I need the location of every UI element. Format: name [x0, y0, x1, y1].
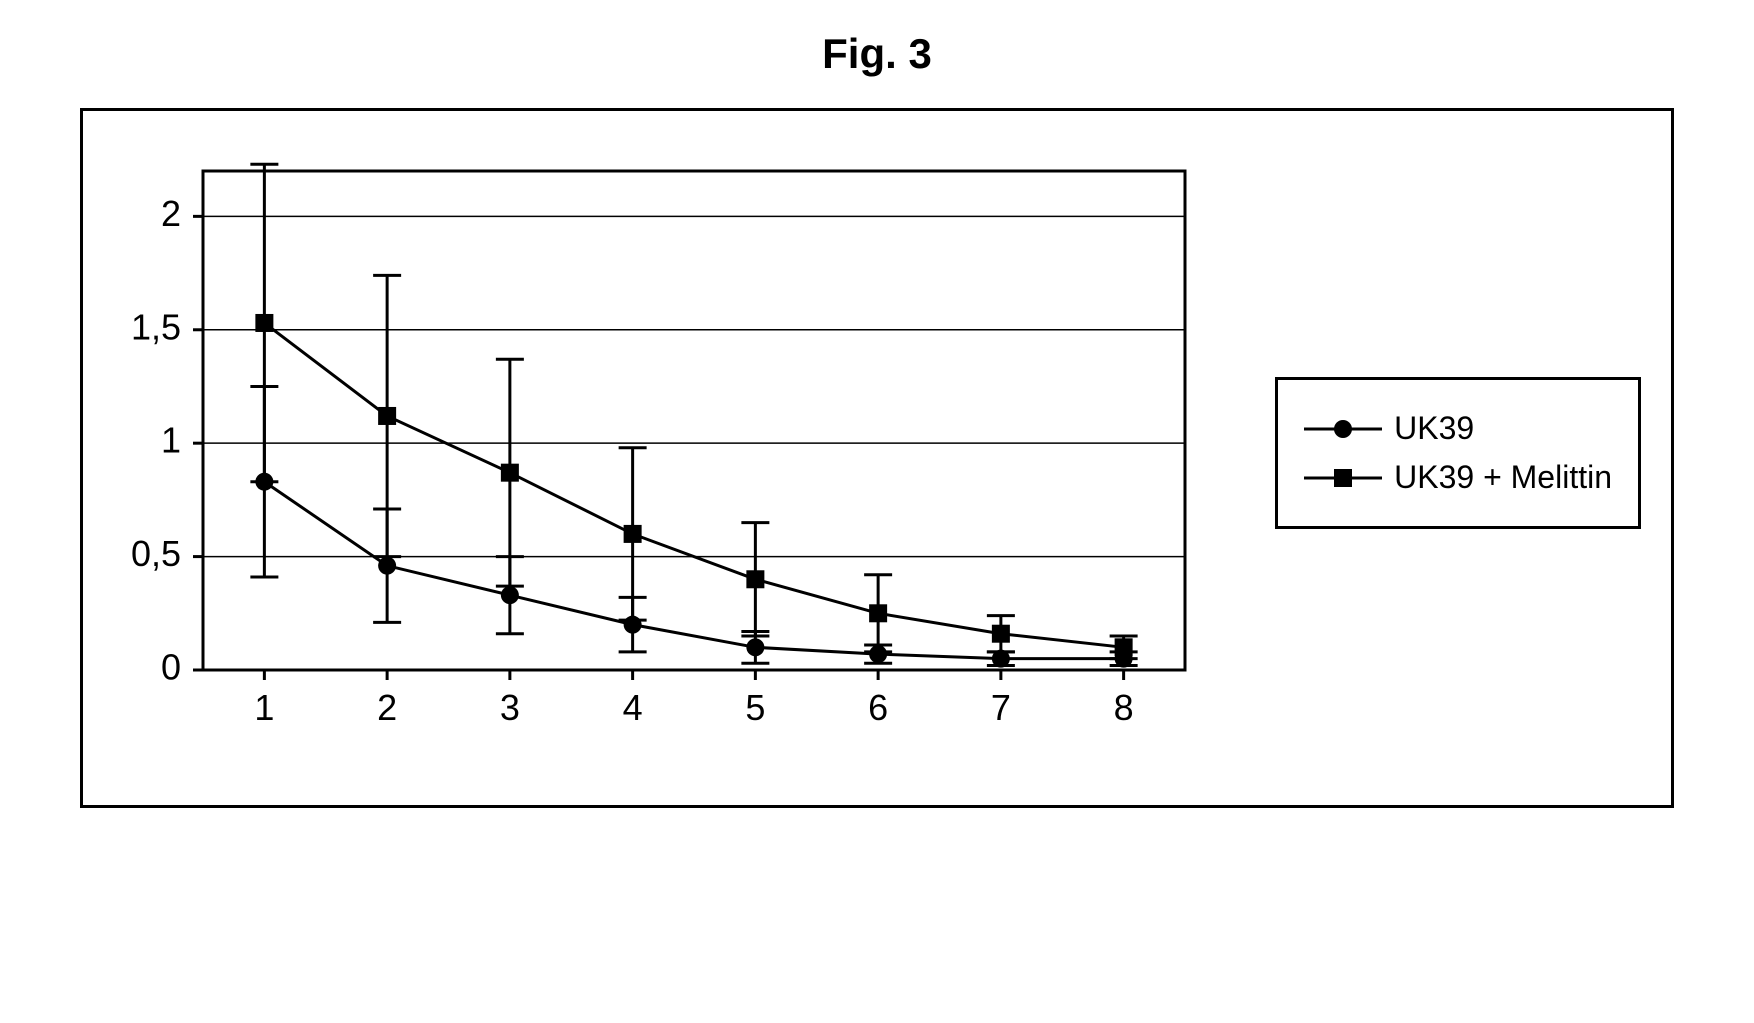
x-tick-label: 6: [868, 687, 888, 728]
legend-marker: [1304, 467, 1382, 489]
legend-label: UK39 + Melittin: [1394, 459, 1612, 496]
chart-outer-box: 0 0,5 1 1,5 2 1 2 3 4 5 6 7 8 UK39 UK39 + Melittin: [80, 108, 1674, 808]
x-tick-label: 7: [991, 687, 1011, 728]
y-tick-label: 0,5: [131, 533, 181, 574]
legend: UK39 UK39 + Melittin: [1275, 377, 1641, 529]
square-icon: [1334, 469, 1352, 487]
legend-item: UK39 + Melittin: [1304, 459, 1612, 496]
chart-area: 0 0,5 1 1,5 2 1 2 3 4 5 6 7 8: [113, 161, 1205, 745]
figure-title: Fig. 3: [0, 30, 1754, 78]
x-tick-label: 4: [623, 687, 643, 728]
y-tick-label: 1: [161, 420, 181, 461]
y-tick-label: 1,5: [131, 306, 181, 347]
legend-marker: [1304, 418, 1382, 440]
circle-icon: [1334, 420, 1352, 438]
chart-svg: 0 0,5 1 1,5 2 1 2 3 4 5 6 7 8: [113, 161, 1205, 745]
legend-item: UK39: [1304, 410, 1612, 447]
x-tick-label: 3: [500, 687, 520, 728]
x-tick-label: 1: [254, 687, 274, 728]
legend-label: UK39: [1394, 410, 1474, 447]
x-tick-label: 5: [745, 687, 765, 728]
x-tick-label: 8: [1114, 687, 1134, 728]
x-tick-label: 2: [377, 687, 397, 728]
chart-content-row: 0 0,5 1 1,5 2 1 2 3 4 5 6 7 8 UK39 UK39 + Melittin: [113, 161, 1641, 745]
y-tick-label: 2: [161, 193, 181, 234]
y-tick-label: 0: [161, 647, 181, 688]
